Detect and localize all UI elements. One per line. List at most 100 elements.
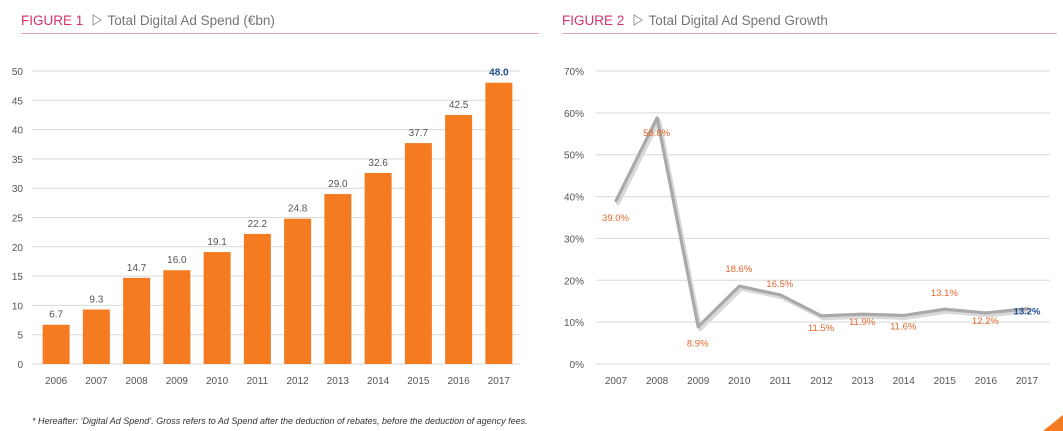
point-value-label: 12.2%: [972, 316, 999, 327]
data-point: [1025, 307, 1029, 311]
y-tick-label: 30: [12, 184, 24, 195]
bar: [364, 172, 392, 364]
x-tick-label: 2007: [605, 376, 628, 387]
y-tick-label: 10: [12, 301, 24, 312]
bar: [485, 82, 513, 364]
bar: [82, 309, 110, 364]
point-value-label: 13.1%: [931, 288, 958, 299]
figure2-header: FIGURE 2 Total Digital Ad Spend Growth: [562, 9, 1057, 34]
bar: [284, 218, 312, 364]
point-value-label: 11.6%: [890, 321, 917, 332]
y-tick-label: 0: [17, 360, 23, 371]
point-value-label: 11.5%: [808, 323, 835, 334]
triangle-icon: [92, 14, 102, 26]
data-point: [737, 284, 741, 288]
data-point: [902, 313, 906, 317]
bar-value-label: 14.7: [127, 263, 147, 274]
y-tick-label: 50%: [564, 151, 584, 162]
x-tick-label: 2016: [448, 376, 471, 387]
x-tick-label: 2017: [1016, 376, 1039, 387]
bar-value-label: 48.0: [489, 68, 509, 79]
x-tick-label: 2009: [687, 376, 710, 387]
data-point: [861, 312, 865, 316]
line-chart-spend-growth: 0% 10% 20% 30% 40% 50% 60% 70% 39.0% 2007 58.8% 200…: [564, 67, 1050, 387]
y-tick-label: 35: [12, 155, 24, 166]
x-tick-label: 2015: [407, 376, 430, 387]
y-tick-label: 10%: [564, 318, 584, 329]
point-value-label: 8.9%: [687, 339, 709, 350]
data-point: [820, 314, 823, 318]
point-value-label: 16.5%: [766, 279, 793, 290]
bar-value-label: 22.2: [248, 219, 268, 230]
bar-value-label: 37.7: [409, 128, 429, 139]
x-tick-label: 2008: [126, 376, 149, 387]
bar-value-label: 6.7: [49, 310, 63, 321]
x-tick-label: 2014: [367, 376, 390, 387]
data-point: [778, 293, 782, 297]
x-tick-label: 2006: [45, 376, 68, 387]
bar: [445, 114, 473, 364]
data-point: [943, 307, 947, 311]
bar-value-label: 16.0: [167, 255, 187, 266]
y-tick-label: 50: [12, 67, 24, 78]
data-point: [696, 325, 700, 329]
x-tick-label: 2012: [810, 376, 833, 387]
bar: [404, 143, 432, 364]
point-value-label: 18.6%: [725, 264, 752, 275]
data-point: [984, 311, 988, 315]
y-tick-label: 25: [12, 214, 24, 225]
x-tick-label: 2017: [488, 376, 511, 387]
data-point: [614, 199, 618, 203]
bar-value-label: 42.5: [449, 100, 469, 111]
figure1-title: Total Digital Ad Spend (€bn): [107, 13, 275, 28]
point-value-label: 13.2%: [1014, 307, 1041, 318]
bar: [243, 233, 271, 364]
corner-decoration: [1043, 415, 1063, 431]
figure2-title: Total Digital Ad Spend Growth: [648, 13, 828, 28]
x-tick-label: 2008: [646, 376, 669, 387]
point-value-label: 39.0%: [602, 213, 629, 224]
figure2-label: FIGURE 2: [562, 13, 625, 28]
point-value-label: 11.9%: [849, 317, 876, 328]
y-tick-label: 20%: [564, 276, 584, 287]
bar-value-label: 29.0: [328, 179, 348, 190]
bar: [123, 277, 151, 364]
x-tick-label: 2013: [851, 376, 874, 387]
triangle-icon: [633, 14, 643, 26]
bar: [203, 252, 231, 364]
x-tick-label: 2015: [934, 376, 957, 387]
x-tick-label: 2014: [893, 376, 916, 387]
point-value-label: 58.8%: [643, 128, 670, 139]
x-tick-label: 2012: [287, 376, 310, 387]
y-tick-label: 60%: [564, 109, 584, 120]
x-tick-label: 2016: [975, 376, 998, 387]
y-tick-label: 0%: [570, 360, 585, 371]
bar: [42, 324, 70, 364]
footnote: * Hereafter: ‘Digital Ad Spend’. Gross r…: [32, 416, 528, 426]
bar-value-label: 24.8: [288, 204, 308, 215]
bar: [324, 194, 352, 364]
y-tick-label: 40: [12, 126, 24, 137]
y-tick-label: 30%: [564, 234, 584, 245]
x-tick-label: 2013: [327, 376, 350, 387]
x-tick-label: 2009: [166, 376, 189, 387]
y-tick-label: 40%: [564, 193, 584, 204]
figure1-label: FIGURE 1: [21, 13, 84, 28]
y-tick-label: 5: [17, 331, 23, 342]
bar-chart-total-spend: 0 5 10 15 20 25 30 35 40 45 50 6.7 2006 9.3 2007 14.7 20…: [12, 67, 520, 387]
y-tick-label: 70%: [564, 67, 584, 78]
x-tick-label: 2011: [770, 376, 792, 387]
bar-value-label: 19.1: [207, 237, 227, 248]
bar-value-label: 9.3: [89, 295, 103, 306]
y-tick-label: 15: [12, 272, 24, 283]
x-tick-label: 2010: [728, 376, 751, 387]
series-line: [614, 116, 1029, 329]
y-tick-label: 20: [12, 243, 24, 254]
bar: [163, 270, 191, 364]
x-tick-label: 2010: [206, 376, 229, 387]
bar-value-label: 32.6: [368, 158, 388, 169]
data-point: [655, 116, 659, 120]
y-tick-label: 45: [12, 96, 24, 107]
figure1-header: FIGURE 1 Total Digital Ad Spend (€bn): [21, 9, 539, 34]
x-tick-label: 2011: [247, 376, 269, 387]
